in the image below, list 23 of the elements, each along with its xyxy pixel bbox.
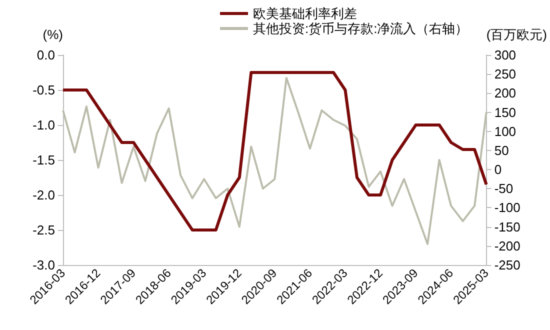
y2-tick-label: 100 <box>494 124 516 139</box>
y2-tick-label: 300 <box>494 48 516 62</box>
y-tick-label: -1.5 <box>32 152 55 168</box>
legend-label: 其他投资:货币与存款:净流入（右轴） <box>253 21 468 36</box>
y-tick-label: 0.0 <box>36 48 55 62</box>
y2-tick-label: 0 <box>494 162 502 178</box>
y2-tick-label: -150 <box>494 219 520 234</box>
y2-tick-label: -50 <box>494 181 514 196</box>
y2-tick-label: 150 <box>494 104 516 120</box>
y2-axis-title: (百万欧元) <box>486 27 548 42</box>
y-tick-label: -3.0 <box>32 258 55 272</box>
legend-label: 欧美基础利率利差 <box>253 6 357 21</box>
y2-tick-label: 200 <box>494 86 516 101</box>
y2-tick-label: -200 <box>494 238 520 254</box>
y2-tick-label: -250 <box>494 258 520 272</box>
y-tick-label: -2.5 <box>32 222 55 238</box>
y2-tick-label: -100 <box>494 200 520 216</box>
y-tick-label: -2.0 <box>32 188 55 202</box>
y-tick-label: -1.0 <box>32 118 55 132</box>
y-axis-title: (%) <box>42 27 63 42</box>
y-tick-label: -0.5 <box>32 82 55 98</box>
y2-tick-label: 50 <box>494 142 509 158</box>
y2-tick-label: 250 <box>494 66 516 82</box>
